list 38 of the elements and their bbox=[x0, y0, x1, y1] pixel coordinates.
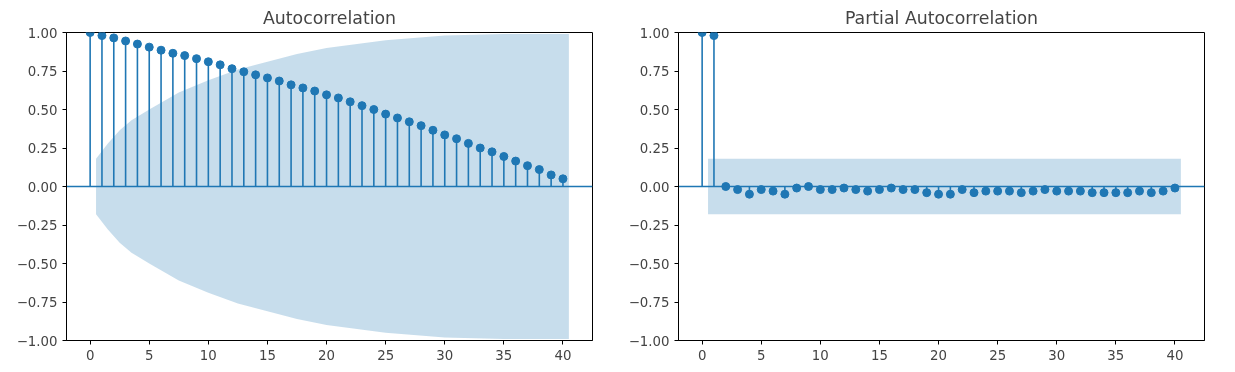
x-tick-label: 25 bbox=[377, 347, 395, 363]
y-tick-label: 0.50 bbox=[639, 102, 670, 118]
y-tick-label: 0.75 bbox=[639, 64, 670, 79]
y-tick-label: −0.75 bbox=[628, 295, 670, 310]
y-tick-label: −1.00 bbox=[628, 333, 670, 349]
y-tick-label: −0.75 bbox=[16, 295, 58, 310]
x-tick-label: 40 bbox=[1166, 347, 1184, 363]
y-tick-label: 1.00 bbox=[27, 25, 58, 41]
x-tick-label: 20 bbox=[318, 347, 336, 363]
x-tick-label: 5 bbox=[145, 347, 154, 363]
x-tick-label: 25 bbox=[989, 347, 1007, 363]
x-tick-label: 30 bbox=[436, 347, 454, 363]
y-tick-label: 0.00 bbox=[639, 179, 670, 195]
y-tick-label: 0.50 bbox=[27, 102, 58, 118]
x-tick-label: 0 bbox=[697, 347, 707, 363]
y-tick-label: 0.25 bbox=[639, 141, 670, 156]
y-tick-label: −0.25 bbox=[16, 218, 58, 233]
x-tick-label: 10 bbox=[199, 347, 217, 363]
y-tick-label: −1.00 bbox=[16, 333, 58, 349]
y-tick-label: −0.50 bbox=[16, 256, 58, 272]
x-tick-label: 10 bbox=[811, 347, 829, 363]
x-tick-label: 30 bbox=[1048, 347, 1066, 363]
y-tick-label: 0.75 bbox=[27, 64, 58, 79]
y-tick-label: 0.25 bbox=[27, 141, 58, 156]
y-tick-label: −0.25 bbox=[628, 218, 670, 233]
y-tick-label: −0.50 bbox=[628, 256, 670, 272]
y-tick-label: 1.00 bbox=[639, 25, 670, 41]
x-tick-label: 15 bbox=[870, 347, 888, 363]
x-tick-label: 5 bbox=[757, 347, 766, 363]
chart-title: Autocorrelation bbox=[262, 7, 397, 28]
x-tick-label: 40 bbox=[554, 347, 572, 363]
x-tick-label: 0 bbox=[85, 347, 95, 363]
x-tick-label: 15 bbox=[258, 347, 276, 363]
x-tick-label: 35 bbox=[495, 347, 513, 363]
x-tick-label: 35 bbox=[1107, 347, 1125, 363]
x-tick-label: 20 bbox=[930, 347, 948, 363]
chart-title: Partial Autocorrelation bbox=[844, 7, 1039, 28]
y-tick-label: 0.00 bbox=[27, 179, 58, 195]
